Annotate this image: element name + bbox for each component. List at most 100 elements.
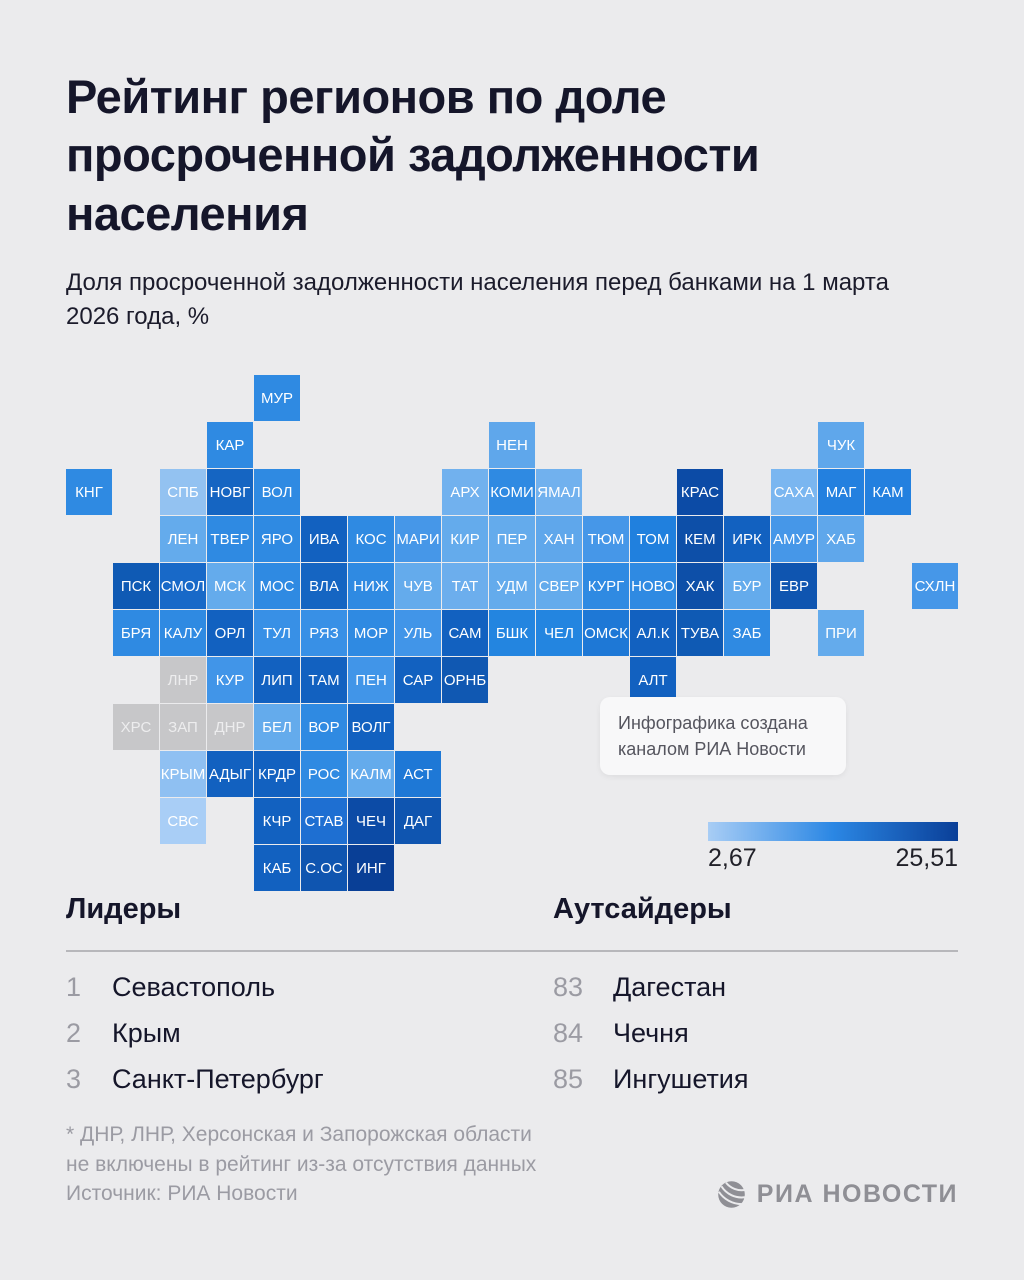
map-tile-ИРК: ИРК [724,516,770,562]
rank-number: 3 [66,1064,82,1094]
map-tile-ТУЛ: ТУЛ [254,610,300,656]
map-tile-ВОЛГ: ВОЛГ [348,704,394,750]
map-tile-СХЛН: СХЛН [912,563,958,609]
legend-min-label: 2,67 [708,844,757,872]
map-tile-КАР: КАР [207,422,253,468]
map-tile-ЧЕЛ: ЧЕЛ [536,610,582,656]
map-tile-ВОЛ: ВОЛ [254,469,300,515]
map-tile-ЯРО: ЯРО [254,516,300,562]
map-tile-БЕЛ: БЕЛ [254,704,300,750]
map-tile-ПСК: ПСК [113,563,159,609]
map-tile-ПРИ: ПРИ [818,610,864,656]
map-tile-САХА: САХА [771,469,817,515]
rank-number: 84 [553,1018,584,1048]
map-tile-ПЕН: ПЕН [348,657,394,703]
footnote-line2: не включены в рейтинг из-за отсутствия д… [66,1153,537,1177]
map-tile-СТАВ: СТАВ [301,798,347,844]
map-tile-МУР: МУР [254,375,300,421]
leaders-list: 1 Севастополь 2 Крым 3 Санкт-Петербург [66,972,486,1110]
divider-line [66,950,958,952]
region-name: Санкт-Петербург [112,1064,324,1094]
map-tile-ЗАБ: ЗАБ [724,610,770,656]
map-tile-СМОЛ: СМОЛ [160,563,206,609]
map-tile-ЛЕН: ЛЕН [160,516,206,562]
map-tile-АДЫГ: АДЫГ [207,751,253,797]
map-tile-ОРНБ: ОРНБ [442,657,488,703]
rank-number: 83 [553,972,584,1002]
map-tile-ТАМ: ТАМ [301,657,347,703]
ria-novosti-logo: РИА НОВОСТИ [715,1178,958,1211]
map-tile-АРХ: АРХ [442,469,488,515]
map-tile-АСТ: АСТ [395,751,441,797]
map-tile-ТЮМ: ТЮМ [583,516,629,562]
map-tile-ОРЛ: ОРЛ [207,610,253,656]
map-tile-МОР: МОР [348,610,394,656]
map-tile-НИЖ: НИЖ [348,563,394,609]
map-tile-БРЯ: БРЯ [113,610,159,656]
map-tile-УЛЬ: УЛЬ [395,610,441,656]
map-tile-КАЛМ: КАЛМ [348,751,394,797]
page-subtitle: Доля просроченной задолженности населени… [66,269,889,331]
legend-max-label: 25,51 [895,844,958,872]
tile-map: МУР КАР НЕН ЧУК КНГ СПБ НОВГ ВОЛ АРХ КОМИ ЯМАЛ КРАС… [66,375,959,892]
map-tile-ПЕР: ПЕР [489,516,535,562]
leaders-heading: Лидеры [66,893,182,925]
map-tile-СПБ: СПБ [160,469,206,515]
map-tile-БУР: БУР [724,563,770,609]
map-tile-ТАТ: ТАТ [442,563,488,609]
map-tile-МАГ: МАГ [818,469,864,515]
map-tile-КИР: КИР [442,516,488,562]
map-tile-ЕВР: ЕВР [771,563,817,609]
region-name: Дагестан [613,972,727,1002]
map-tile-БШК: БШК [489,610,535,656]
map-tile-ОМСК: ОМСК [583,610,629,656]
map-tile-С.ОС: С.ОС [301,845,347,891]
note-card: Инфографика создана каналом РИА Новости [600,697,846,776]
map-tile-КОС: КОС [348,516,394,562]
map-tile-КАБ: КАБ [254,845,300,891]
map-tile-ИВА: ИВА [301,516,347,562]
map-tile-КОМИ: КОМИ [489,469,535,515]
footnote-line1: * ДНР, ЛНР, Херсонская и Запорожская обл… [66,1123,532,1146]
map-tile-ЧУВ: ЧУВ [395,563,441,609]
map-tile-АЛ.К: АЛ.К [630,610,676,656]
map-tile-ВЛА: ВЛА [301,563,347,609]
map-tile-КУРГ: КУРГ [583,563,629,609]
rank-row: 1 Севастополь [66,972,486,1018]
rank-row: 3 Санкт-Петербург [66,1064,486,1110]
map-tile-АМУР: АМУР [771,516,817,562]
map-tile-ХАБ: ХАБ [818,516,864,562]
region-name: Севастополь [112,972,276,1002]
region-name: Крым [112,1018,181,1048]
outsiders-list: 83 Дагестан 84 Чечня 85 Ингушетия [553,972,973,1110]
rank-row: 84 Чечня [553,1018,973,1064]
map-tile-СВС: СВС [160,798,206,844]
map-tile-КУР: КУР [207,657,253,703]
footnote: * ДНР, ЛНР, Херсонская и Запорожская обл… [66,1120,666,1180]
note-card-text: Инфографика создана каналом РИА Новости [618,713,808,760]
map-tile-КАЛУ: КАЛУ [160,610,206,656]
region-name: Ингушетия [613,1064,749,1094]
map-tile-ДАГ: ДАГ [395,798,441,844]
map-tile-НОВО: НОВО [630,563,676,609]
map-tile-МАРИ: МАРИ [395,516,441,562]
rank-row: 85 Ингушетия [553,1064,973,1110]
map-tile-САР: САР [395,657,441,703]
rank-number: 1 [66,972,82,1002]
legend-labels: 2,67 25,51 [708,844,958,873]
map-tile-ЯМАЛ: ЯМАЛ [536,469,582,515]
rank-number: 85 [553,1064,584,1094]
map-tile-ЛИП: ЛИП [254,657,300,703]
region-name: Чечня [613,1018,689,1048]
map-tile-САМ: САМ [442,610,488,656]
rank-row: 2 Крым [66,1018,486,1064]
source-text: Источник: РИА Новости [66,1182,298,1205]
map-tile-МОС: МОС [254,563,300,609]
page-title: Рейтинг регионов по доле просроченной за… [66,70,760,240]
map-tile-КНГ: КНГ [66,469,112,515]
map-tile-УДМ: УДМ [489,563,535,609]
map-tile-СВЕР: СВЕР [536,563,582,609]
map-tile-КРАС: КРАС [677,469,723,515]
map-tile-РЯЗ: РЯЗ [301,610,347,656]
